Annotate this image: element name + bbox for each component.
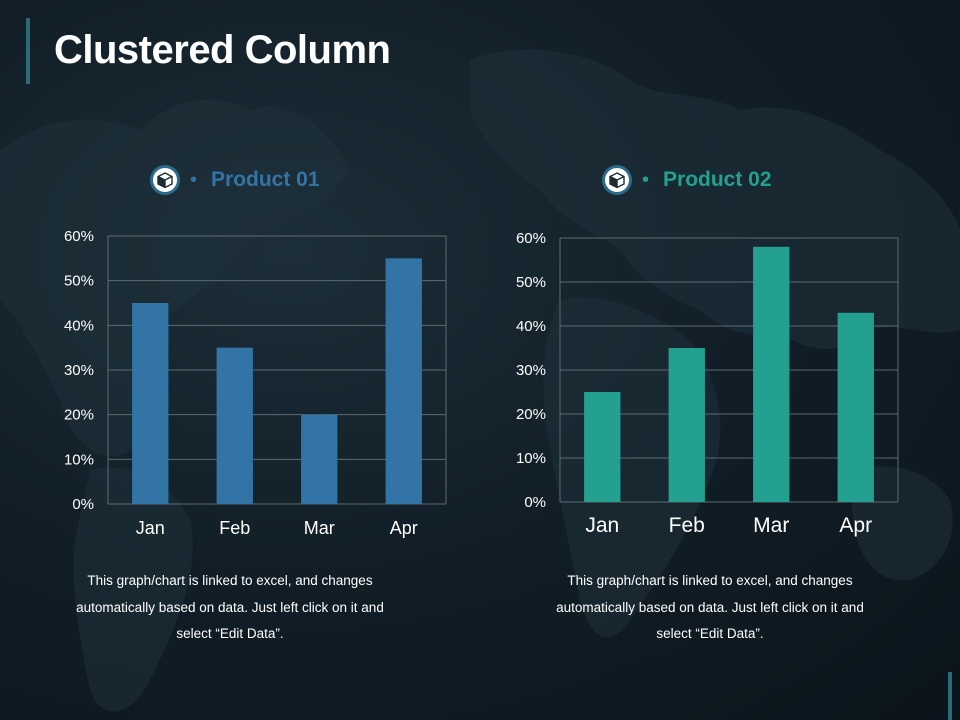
page-title: Clustered Column <box>54 28 391 72</box>
x-tick-label: Jan <box>136 518 165 538</box>
corner-accent-bar <box>948 672 952 720</box>
chart-caption: This graph/chart is linked to excel, and… <box>510 568 910 648</box>
y-tick-label: 0% <box>524 494 546 511</box>
x-tick-label: Mar <box>304 518 335 538</box>
chart-panel-product-02: • Product 02 0% 10% 20% 30% 40% 50% 60% Jan Feb M… <box>480 150 940 670</box>
x-tick-label: Apr <box>390 518 418 538</box>
y-tick-label: 0% <box>72 496 94 513</box>
caption-line: select “Edit Data”. <box>656 626 764 641</box>
x-tick-label: Feb <box>669 514 705 537</box>
title-accent-bar <box>26 18 30 84</box>
y-tick-label: 20% <box>516 406 546 423</box>
caption-line: This graph/chart is linked to excel, and… <box>87 573 373 588</box>
y-tick-label: 40% <box>64 317 94 334</box>
bar-mar[interactable] <box>753 246 790 502</box>
y-tick-label: 40% <box>516 318 546 335</box>
bar-mar[interactable] <box>301 414 338 504</box>
legend-product-02: • Product 02 <box>602 160 772 200</box>
caption-line: automatically based on data. Just left c… <box>556 599 864 615</box>
legend-bullet: • <box>190 168 198 191</box>
y-tick-label: 60% <box>64 228 94 245</box>
y-tick-label: 30% <box>64 362 94 379</box>
legend-label: Product 01 <box>211 168 320 191</box>
chart-panel-product-01: • Product 01 0% 10% 20% 30% 40% 50% 60% Jan Feb M… <box>0 150 460 670</box>
bar-feb[interactable] <box>668 348 705 502</box>
x-tick-label: Apr <box>839 514 872 537</box>
bar-jan[interactable] <box>584 392 621 502</box>
bar-apr[interactable] <box>385 258 422 504</box>
legend-product-01: • Product 01 <box>150 160 320 200</box>
box-icon <box>150 165 180 195</box>
legend-label: Product 02 <box>663 168 772 191</box>
x-tick-label: Jan <box>585 514 619 537</box>
y-tick-label: 30% <box>516 362 546 379</box>
y-tick-label: 20% <box>64 407 94 424</box>
caption-line: This graph/chart is linked to excel, and… <box>567 573 853 588</box>
chart-caption: This graph/chart is linked to excel, and… <box>30 568 430 648</box>
bar-chart-product-01[interactable]: 0% 10% 20% 30% 40% 50% 60% Jan Feb Mar Apr <box>0 210 460 550</box>
x-tick-label: Feb <box>219 518 250 538</box>
bar-chart-product-02[interactable]: 0% 10% 20% 30% 40% 50% 60% Jan Feb Mar Apr <box>480 210 940 550</box>
y-tick-label: 10% <box>516 450 546 467</box>
caption-line: select “Edit Data”. <box>176 626 284 641</box>
box-icon <box>602 165 632 195</box>
y-tick-label: 60% <box>516 230 546 247</box>
bar-feb[interactable] <box>216 347 253 504</box>
x-tick-label: Mar <box>753 514 789 537</box>
y-tick-label: 50% <box>516 274 546 291</box>
legend-bullet: • <box>642 168 650 191</box>
y-tick-label: 50% <box>64 273 94 290</box>
caption-line: automatically based on data. Just left c… <box>76 599 384 615</box>
bar-jan[interactable] <box>132 303 169 504</box>
bar-apr[interactable] <box>837 312 874 502</box>
y-tick-label: 10% <box>64 451 94 468</box>
